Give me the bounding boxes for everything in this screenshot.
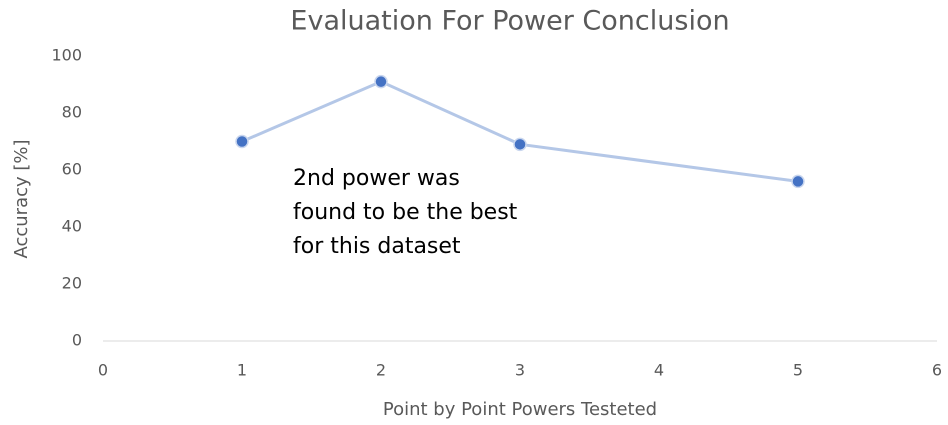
marker [513, 137, 527, 152]
line [241, 80, 799, 183]
marker [235, 134, 249, 149]
annotation: 2nd power was [293, 166, 460, 191]
annotation: for this dataset [293, 234, 461, 259]
x-tick-label: 4 [654, 361, 664, 380]
x-tick-label: 5 [793, 361, 803, 380]
y-tick-label: 0 [72, 331, 82, 350]
x-tick-label: 2 [376, 361, 386, 380]
y-tick-label: 80 [62, 103, 82, 122]
y-tick-label: 100 [51, 46, 82, 65]
x-tick-label: 3 [515, 361, 525, 380]
marker [374, 74, 388, 89]
y-tick-label: 40 [62, 217, 82, 236]
marker [791, 174, 805, 189]
y-tick-label: 60 [62, 160, 82, 179]
annotation: found to be the best [293, 200, 518, 225]
x-tick-label: 0 [98, 361, 108, 380]
y-axis-label: Accuracy [%] [11, 139, 32, 258]
x-tick-label: 1 [237, 361, 247, 380]
y-tick-label: 20 [62, 274, 82, 293]
x-axis-label: Point by Point Powers Testeted [383, 399, 657, 420]
x-tick-label: 6 [932, 361, 942, 380]
chart-title: Evaluation For Power Conclusion [290, 6, 729, 37]
